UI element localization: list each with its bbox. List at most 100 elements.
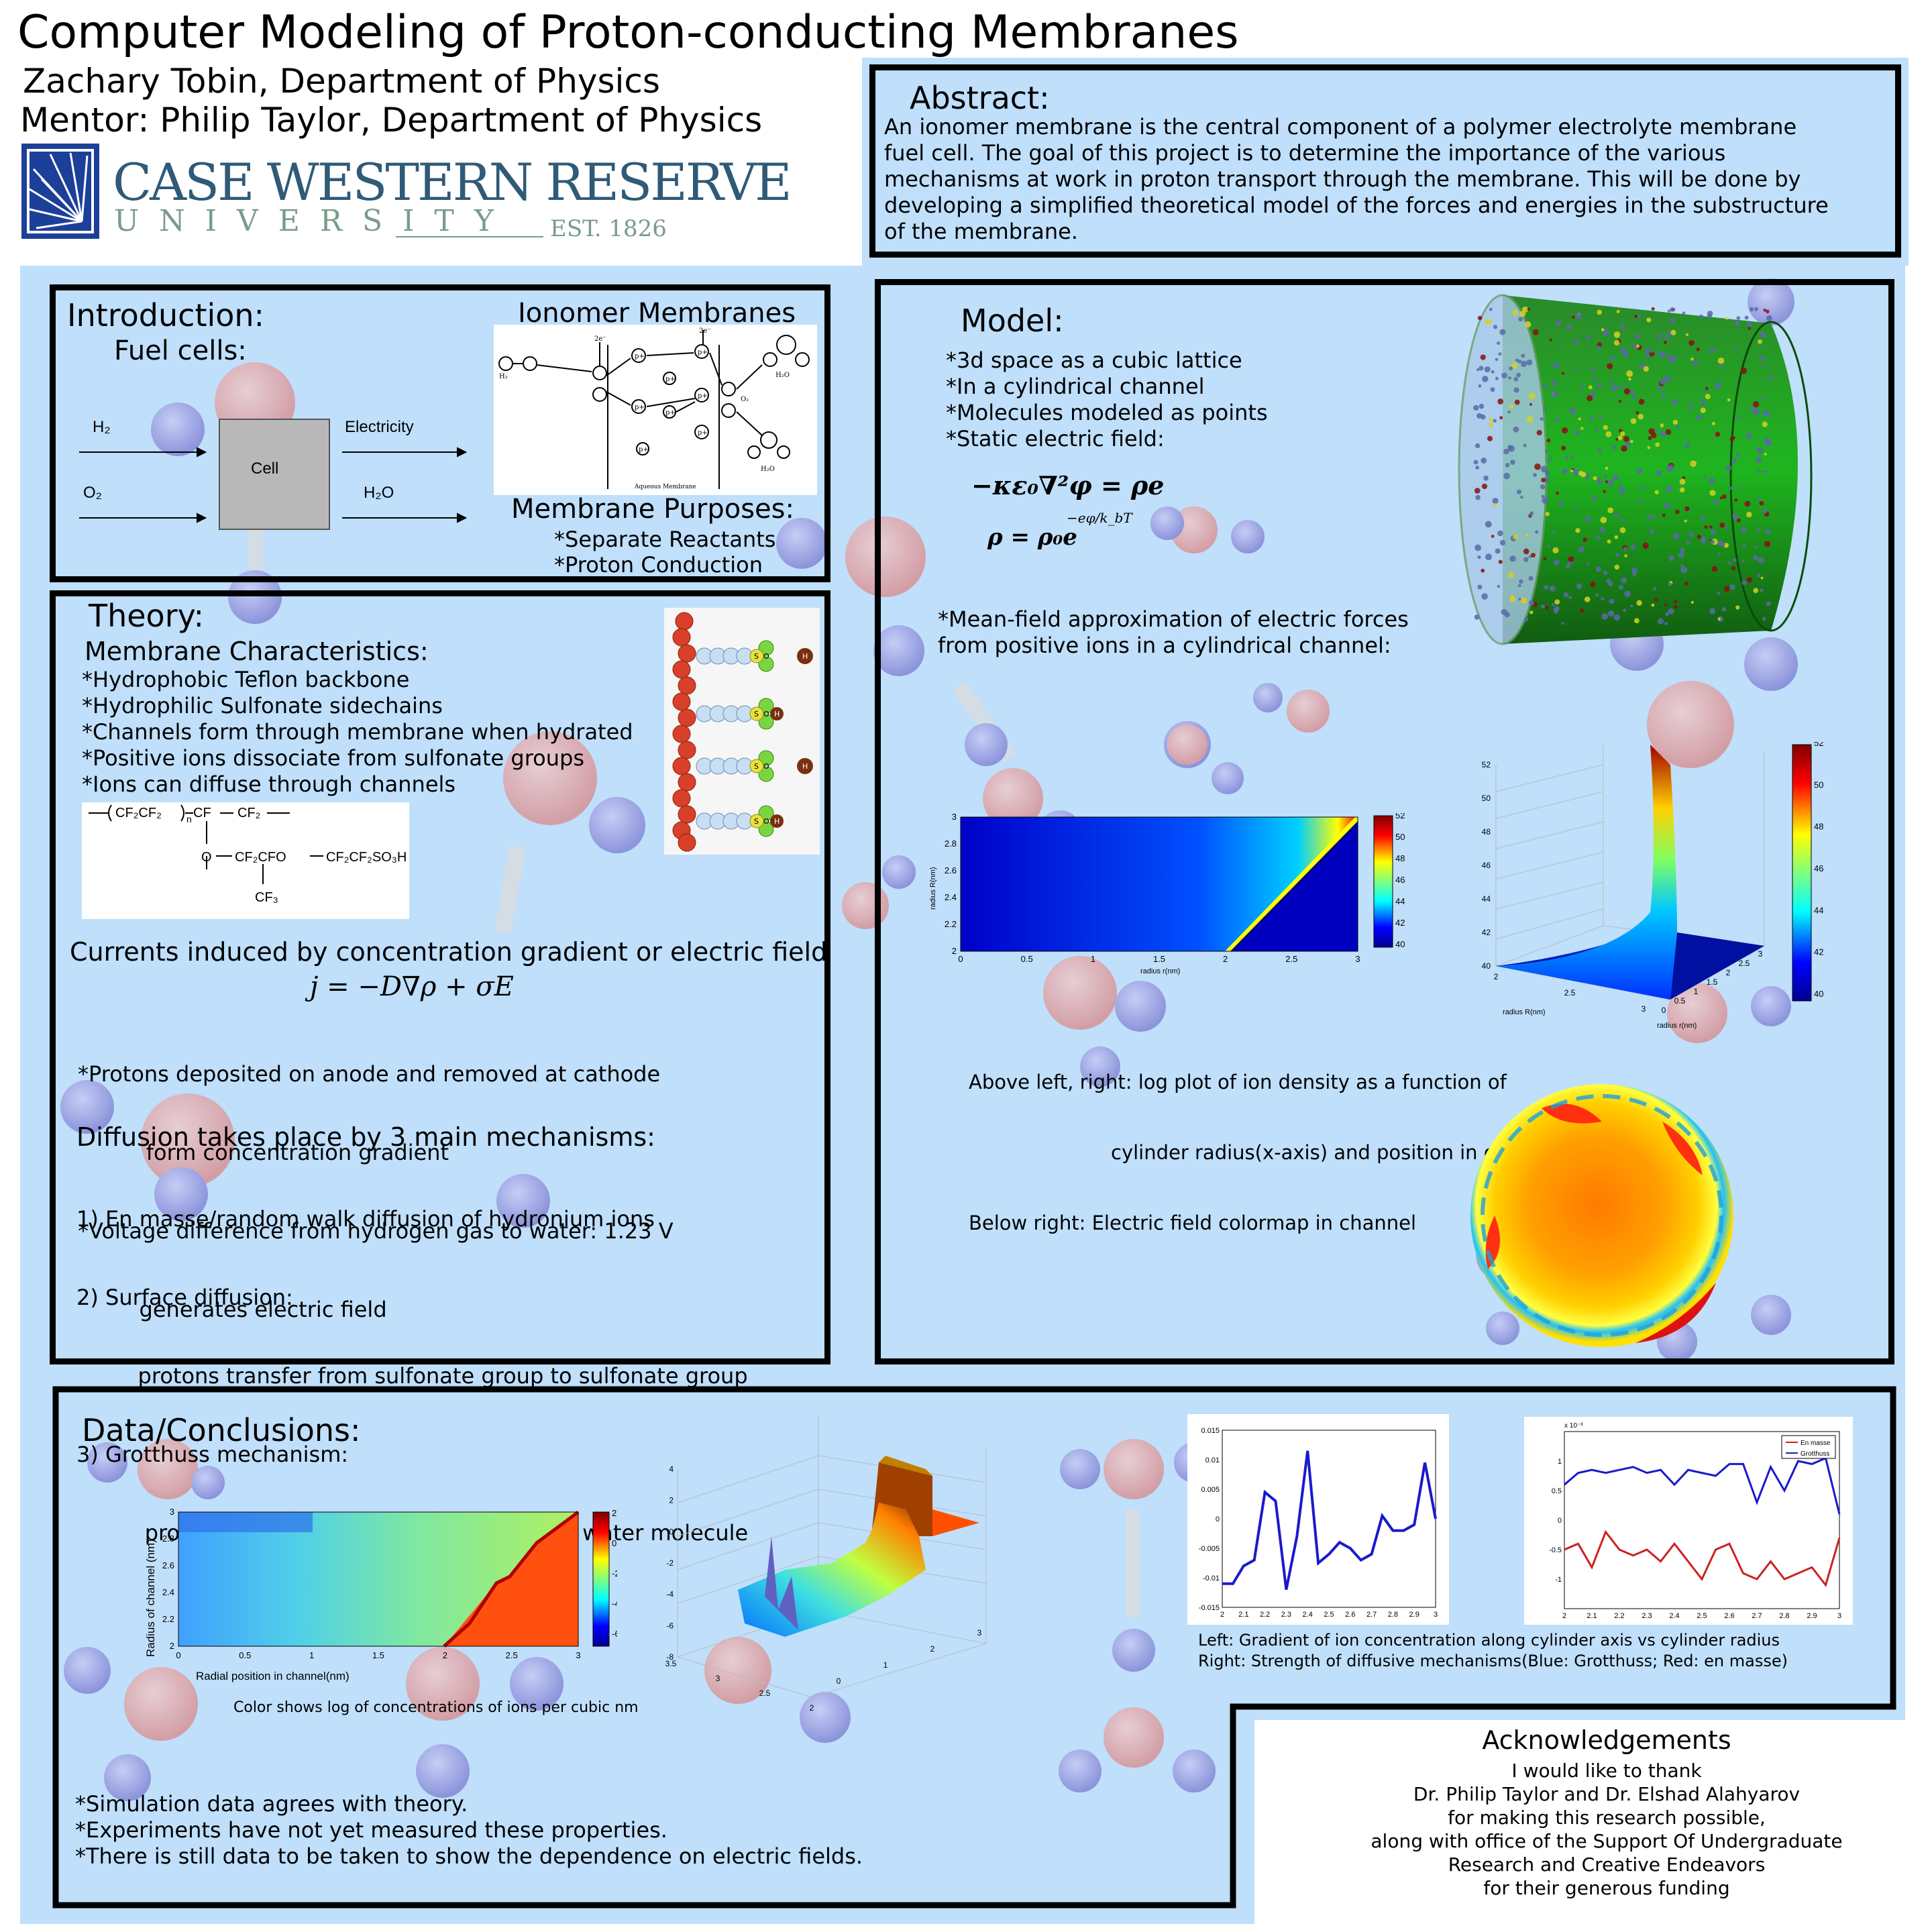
particle bbox=[1766, 309, 1770, 314]
particle bbox=[1573, 339, 1579, 345]
svg-text:O: O bbox=[201, 850, 212, 865]
particle bbox=[1664, 502, 1670, 508]
colorbar-tick-label: -4 bbox=[612, 1599, 617, 1609]
x-tick-label: 2 bbox=[1726, 968, 1731, 977]
x-tick-label: 0.5 bbox=[1674, 996, 1686, 1006]
diffusion-line: protons transfer from sulfonate group to… bbox=[76, 1363, 748, 1389]
particle bbox=[1605, 431, 1612, 437]
x-tick-label: 2.4 bbox=[1303, 1611, 1313, 1619]
particle bbox=[1560, 345, 1564, 350]
particle bbox=[1499, 329, 1506, 335]
purposes-title: Membrane Purposes: bbox=[511, 494, 794, 525]
data-concentration-heatmap: 0 0.5 1 1.5 2 2.5 3 2 2.2 2.4 2.6 2.8 3 Radial posi… bbox=[134, 1503, 617, 1717]
particle bbox=[1733, 557, 1737, 562]
x-tick-label: 1 bbox=[883, 1660, 888, 1670]
svg-text:p+: p+ bbox=[698, 429, 708, 437]
poisson-equation: −κε₀∇²φ = ρe bbox=[971, 470, 1165, 500]
particle bbox=[1479, 403, 1485, 409]
particle bbox=[1638, 486, 1642, 489]
x-tick-label: 2.2 bbox=[1614, 1612, 1624, 1620]
particle bbox=[1685, 333, 1688, 337]
model-density-heatmap: 0 0.5 1 1.5 2 2.5 3 2 2.2 2.4 2.6 2.8 3 radius r(nm… bbox=[926, 809, 1368, 977]
particle bbox=[1637, 498, 1642, 503]
abstract-line: developing a simplified theoretical mode… bbox=[884, 193, 1829, 218]
current-equation: j = −D∇ρ + σE bbox=[310, 971, 514, 1002]
y-tick-label: 2.5 bbox=[759, 1688, 771, 1698]
particle bbox=[1520, 597, 1527, 604]
acknowledgements: Acknowledgements I would like to thank D… bbox=[1261, 1721, 1932, 1900]
particle bbox=[1625, 441, 1631, 447]
x-tick-label: 2 bbox=[443, 1650, 447, 1660]
particle bbox=[1544, 477, 1550, 483]
particle bbox=[1705, 386, 1709, 390]
particle bbox=[1723, 586, 1730, 592]
x-tick-label: 2 bbox=[930, 1644, 935, 1654]
particle bbox=[1746, 511, 1752, 518]
particle bbox=[1696, 347, 1700, 352]
particle bbox=[1688, 531, 1695, 537]
abstract-line: An ionomer membrane is the central compo… bbox=[884, 114, 1797, 140]
particle bbox=[1492, 498, 1499, 504]
particle bbox=[1623, 388, 1631, 395]
y-tick-label: 3 bbox=[170, 1507, 174, 1517]
particle bbox=[1753, 401, 1760, 408]
particle bbox=[1474, 443, 1481, 449]
particle bbox=[1613, 339, 1620, 346]
particle bbox=[1481, 483, 1488, 490]
meanfield-text: *Mean-field approximation of electric fo… bbox=[938, 606, 1409, 659]
particle bbox=[1710, 539, 1715, 545]
particle bbox=[1553, 559, 1560, 566]
particle bbox=[1513, 426, 1519, 433]
x-tick-label: 2 bbox=[1562, 1612, 1566, 1620]
particle bbox=[1474, 544, 1481, 551]
particle bbox=[1485, 553, 1492, 561]
particle bbox=[1547, 459, 1551, 463]
fuel-cell-arrows bbox=[79, 447, 468, 523]
particle bbox=[1665, 334, 1670, 339]
particle bbox=[1749, 307, 1754, 312]
model-surface-ylabel: radius R(nm) bbox=[1503, 1008, 1546, 1016]
particle bbox=[1481, 458, 1487, 464]
particle bbox=[1660, 430, 1666, 437]
particle bbox=[1701, 400, 1707, 407]
particle bbox=[1682, 476, 1686, 480]
particle bbox=[1509, 404, 1514, 409]
x-tick-label: 2.5 bbox=[1324, 1611, 1334, 1619]
colorbar-tick-label: 42 bbox=[1395, 918, 1405, 928]
ack-line: Dr. Philip Taylor and Dr. Elshad Alahyar… bbox=[1413, 1783, 1801, 1805]
particle bbox=[1510, 594, 1514, 599]
particle bbox=[1664, 603, 1668, 606]
particle bbox=[1618, 487, 1625, 494]
particle bbox=[1729, 584, 1735, 590]
particle bbox=[1489, 307, 1493, 311]
particle bbox=[1674, 600, 1678, 604]
particle bbox=[1563, 592, 1569, 598]
characteristic-item: *Hydrophilic Sulfonate sidechains bbox=[82, 693, 443, 718]
particle bbox=[1636, 468, 1643, 474]
particle bbox=[1719, 496, 1723, 500]
y-tick-label: 0 bbox=[1558, 1517, 1562, 1525]
particle bbox=[1725, 317, 1728, 320]
x-tick-label: 3 bbox=[977, 1628, 982, 1638]
particle bbox=[1703, 389, 1707, 393]
particle bbox=[1630, 439, 1633, 443]
particle bbox=[1757, 574, 1761, 578]
model-point: *Static electric field: bbox=[946, 426, 1165, 451]
particle bbox=[1555, 320, 1562, 327]
particle bbox=[1635, 411, 1640, 415]
background-panel-abstract bbox=[862, 58, 1909, 266]
svg-text:H: H bbox=[802, 652, 808, 661]
svg-text:H₂: H₂ bbox=[499, 373, 508, 380]
particle bbox=[1576, 583, 1582, 589]
particle bbox=[1762, 508, 1768, 514]
particle bbox=[1552, 531, 1555, 535]
x-tick-label: 2.5 bbox=[1697, 1612, 1707, 1620]
particle bbox=[1570, 469, 1574, 473]
particle bbox=[1562, 468, 1568, 474]
y-tick-label: 2.8 bbox=[162, 1534, 174, 1544]
z-tick-label: -4 bbox=[666, 1590, 674, 1599]
particle bbox=[1566, 324, 1572, 330]
particle bbox=[1491, 370, 1495, 374]
particle bbox=[1474, 614, 1480, 620]
particle bbox=[1595, 593, 1599, 597]
